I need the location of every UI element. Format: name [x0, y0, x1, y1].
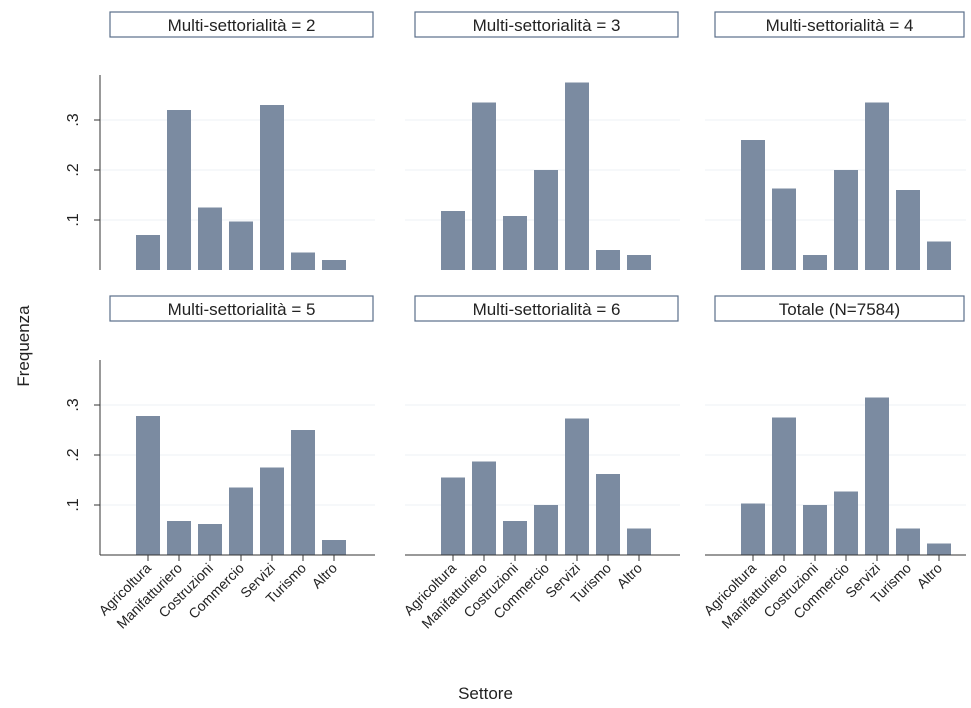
panel-2-bar-manifatturiero [472, 102, 496, 270]
panel-6-bar-servizi [865, 397, 889, 555]
panel-6-bar-commercio [834, 491, 858, 555]
panel-6-x-tick-label-7: Altro [913, 560, 945, 592]
panel-1-bar-commercio [229, 221, 253, 270]
panel-6-bar-manifatturiero [772, 417, 796, 555]
x-axis-label: Settore [458, 684, 513, 703]
panel-5-bar-costruzioni [503, 521, 527, 555]
panel-4-bar-agricoltura [136, 416, 160, 555]
panel-6-bar-altro [927, 543, 951, 555]
panel-5-bar-servizi [565, 418, 589, 555]
panel-2-bar-costruzioni [503, 216, 527, 270]
panel-2-bar-agricoltura [441, 211, 465, 270]
panel-1-y-tick-label-2: .2 [65, 163, 82, 176]
panel-4-bar-servizi [260, 467, 284, 555]
panel-1-title-box [109, 11, 374, 38]
panel-2-bar-turismo [596, 250, 620, 270]
panel-5-title-box [414, 295, 679, 322]
panel-4-bar-altro [322, 540, 346, 555]
panel-4-bar-manifatturiero [167, 521, 191, 555]
panel-5-bar-commercio [534, 505, 558, 555]
panel-5-bar-manifatturiero [472, 461, 496, 555]
panel-4-title: Multi-settorialità = 5 [168, 300, 316, 319]
y-axis-label: Frequenza [14, 304, 33, 387]
panel-1-bar-costruzioni [198, 207, 222, 270]
panel-4-bar-commercio [229, 487, 253, 555]
panel-1-bar-agricoltura [136, 235, 160, 270]
panel-2-bar-servizi [565, 82, 589, 270]
panel-1-title: Multi-settorialità = 2 [168, 16, 316, 35]
panel-5-bar-agricoltura [441, 477, 465, 555]
panel-2-bar-commercio [534, 170, 558, 270]
panel-1-bar-servizi [260, 105, 284, 270]
panel-2-title-box [414, 11, 679, 38]
panel-2-title: Multi-settorialità = 3 [473, 16, 621, 35]
panel-4-y-tick-label-1: .1 [65, 498, 82, 511]
panel-6-title: Totale (N=7584) [779, 300, 900, 319]
panel-1-bar-altro [322, 260, 346, 270]
panel-4-title-box [109, 295, 374, 322]
panel-5-x-tick-label-7: Altro [613, 560, 645, 592]
panel-4-x-tick-label-7: Altro [308, 560, 340, 592]
panel-6-title-box [714, 295, 965, 322]
panel-1-y-tick-label-3: .3 [65, 113, 82, 126]
panel-3-bar-commercio [834, 170, 858, 270]
panel-3-bar-manifatturiero [772, 188, 796, 270]
panel-3-bar-altro [927, 241, 951, 270]
panel-4-bar-turismo [291, 430, 315, 555]
panel-5-bar-altro [627, 528, 651, 555]
panel-4-y-tick-label-3: .3 [65, 398, 82, 411]
panel-4-y-tick-label-2: .2 [65, 448, 82, 461]
panel-3-title: Multi-settorialità = 4 [766, 16, 914, 35]
panel-6-bar-costruzioni [803, 505, 827, 555]
panel-1-bar-turismo [291, 252, 315, 270]
panel-3-title-box [714, 11, 965, 38]
panel-3-bar-servizi [865, 102, 889, 270]
panel-1-y-tick-label-1: .1 [65, 213, 82, 226]
panel-5-bar-turismo [596, 474, 620, 555]
panel-6-bar-turismo [896, 528, 920, 555]
panel-3-bar-costruzioni [803, 255, 827, 270]
panel-5-title: Multi-settorialità = 6 [473, 300, 621, 319]
panel-2-bar-altro [627, 255, 651, 270]
panel-3-bar-agricoltura [741, 140, 765, 270]
panel-4-bar-costruzioni [198, 524, 222, 555]
panel-6-bar-agricoltura [741, 503, 765, 555]
panel-3-bar-turismo [896, 190, 920, 270]
panel-1-bar-manifatturiero [167, 110, 191, 270]
